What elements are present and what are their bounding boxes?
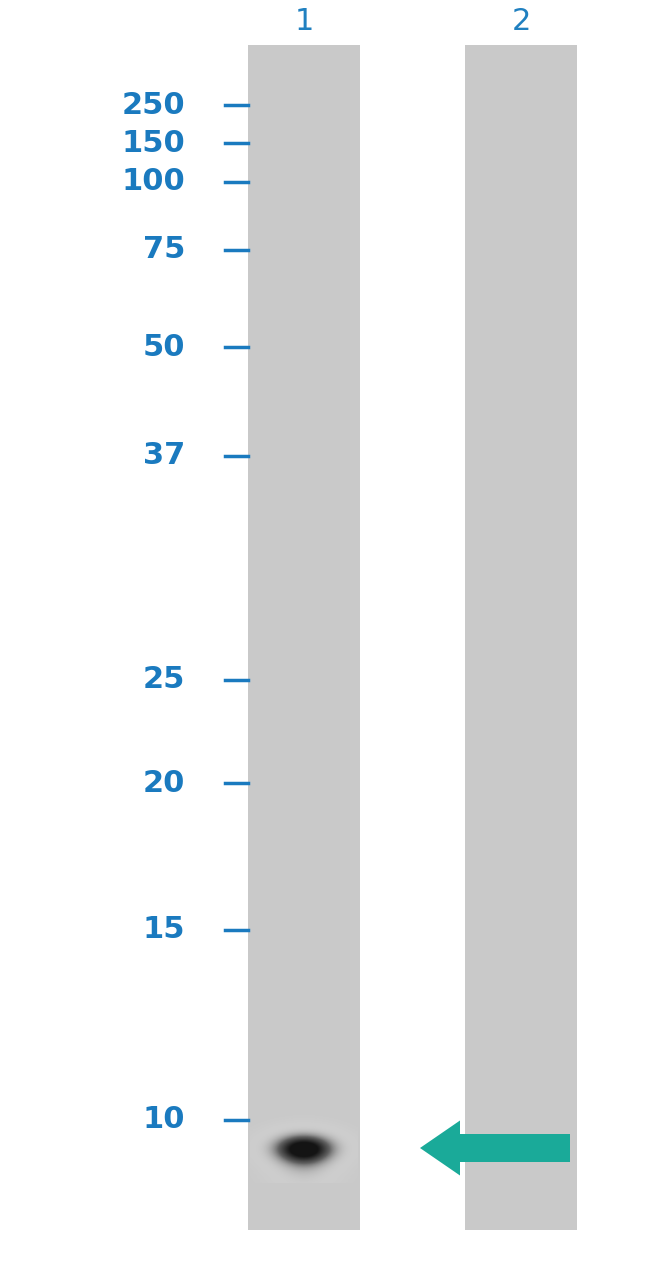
Text: 1: 1 xyxy=(294,8,314,37)
Text: 250: 250 xyxy=(122,90,185,119)
Text: 100: 100 xyxy=(122,168,185,197)
Text: 75: 75 xyxy=(142,235,185,264)
Text: 50: 50 xyxy=(142,333,185,362)
Bar xyxy=(248,44,360,1231)
Text: 2: 2 xyxy=(512,8,530,37)
Text: 10: 10 xyxy=(142,1105,185,1134)
FancyArrow shape xyxy=(420,1120,570,1176)
Text: 37: 37 xyxy=(143,442,185,470)
Text: 25: 25 xyxy=(142,665,185,695)
Text: 20: 20 xyxy=(142,768,185,798)
Text: 150: 150 xyxy=(122,128,185,157)
Text: 15: 15 xyxy=(142,916,185,945)
Bar xyxy=(465,44,577,1231)
